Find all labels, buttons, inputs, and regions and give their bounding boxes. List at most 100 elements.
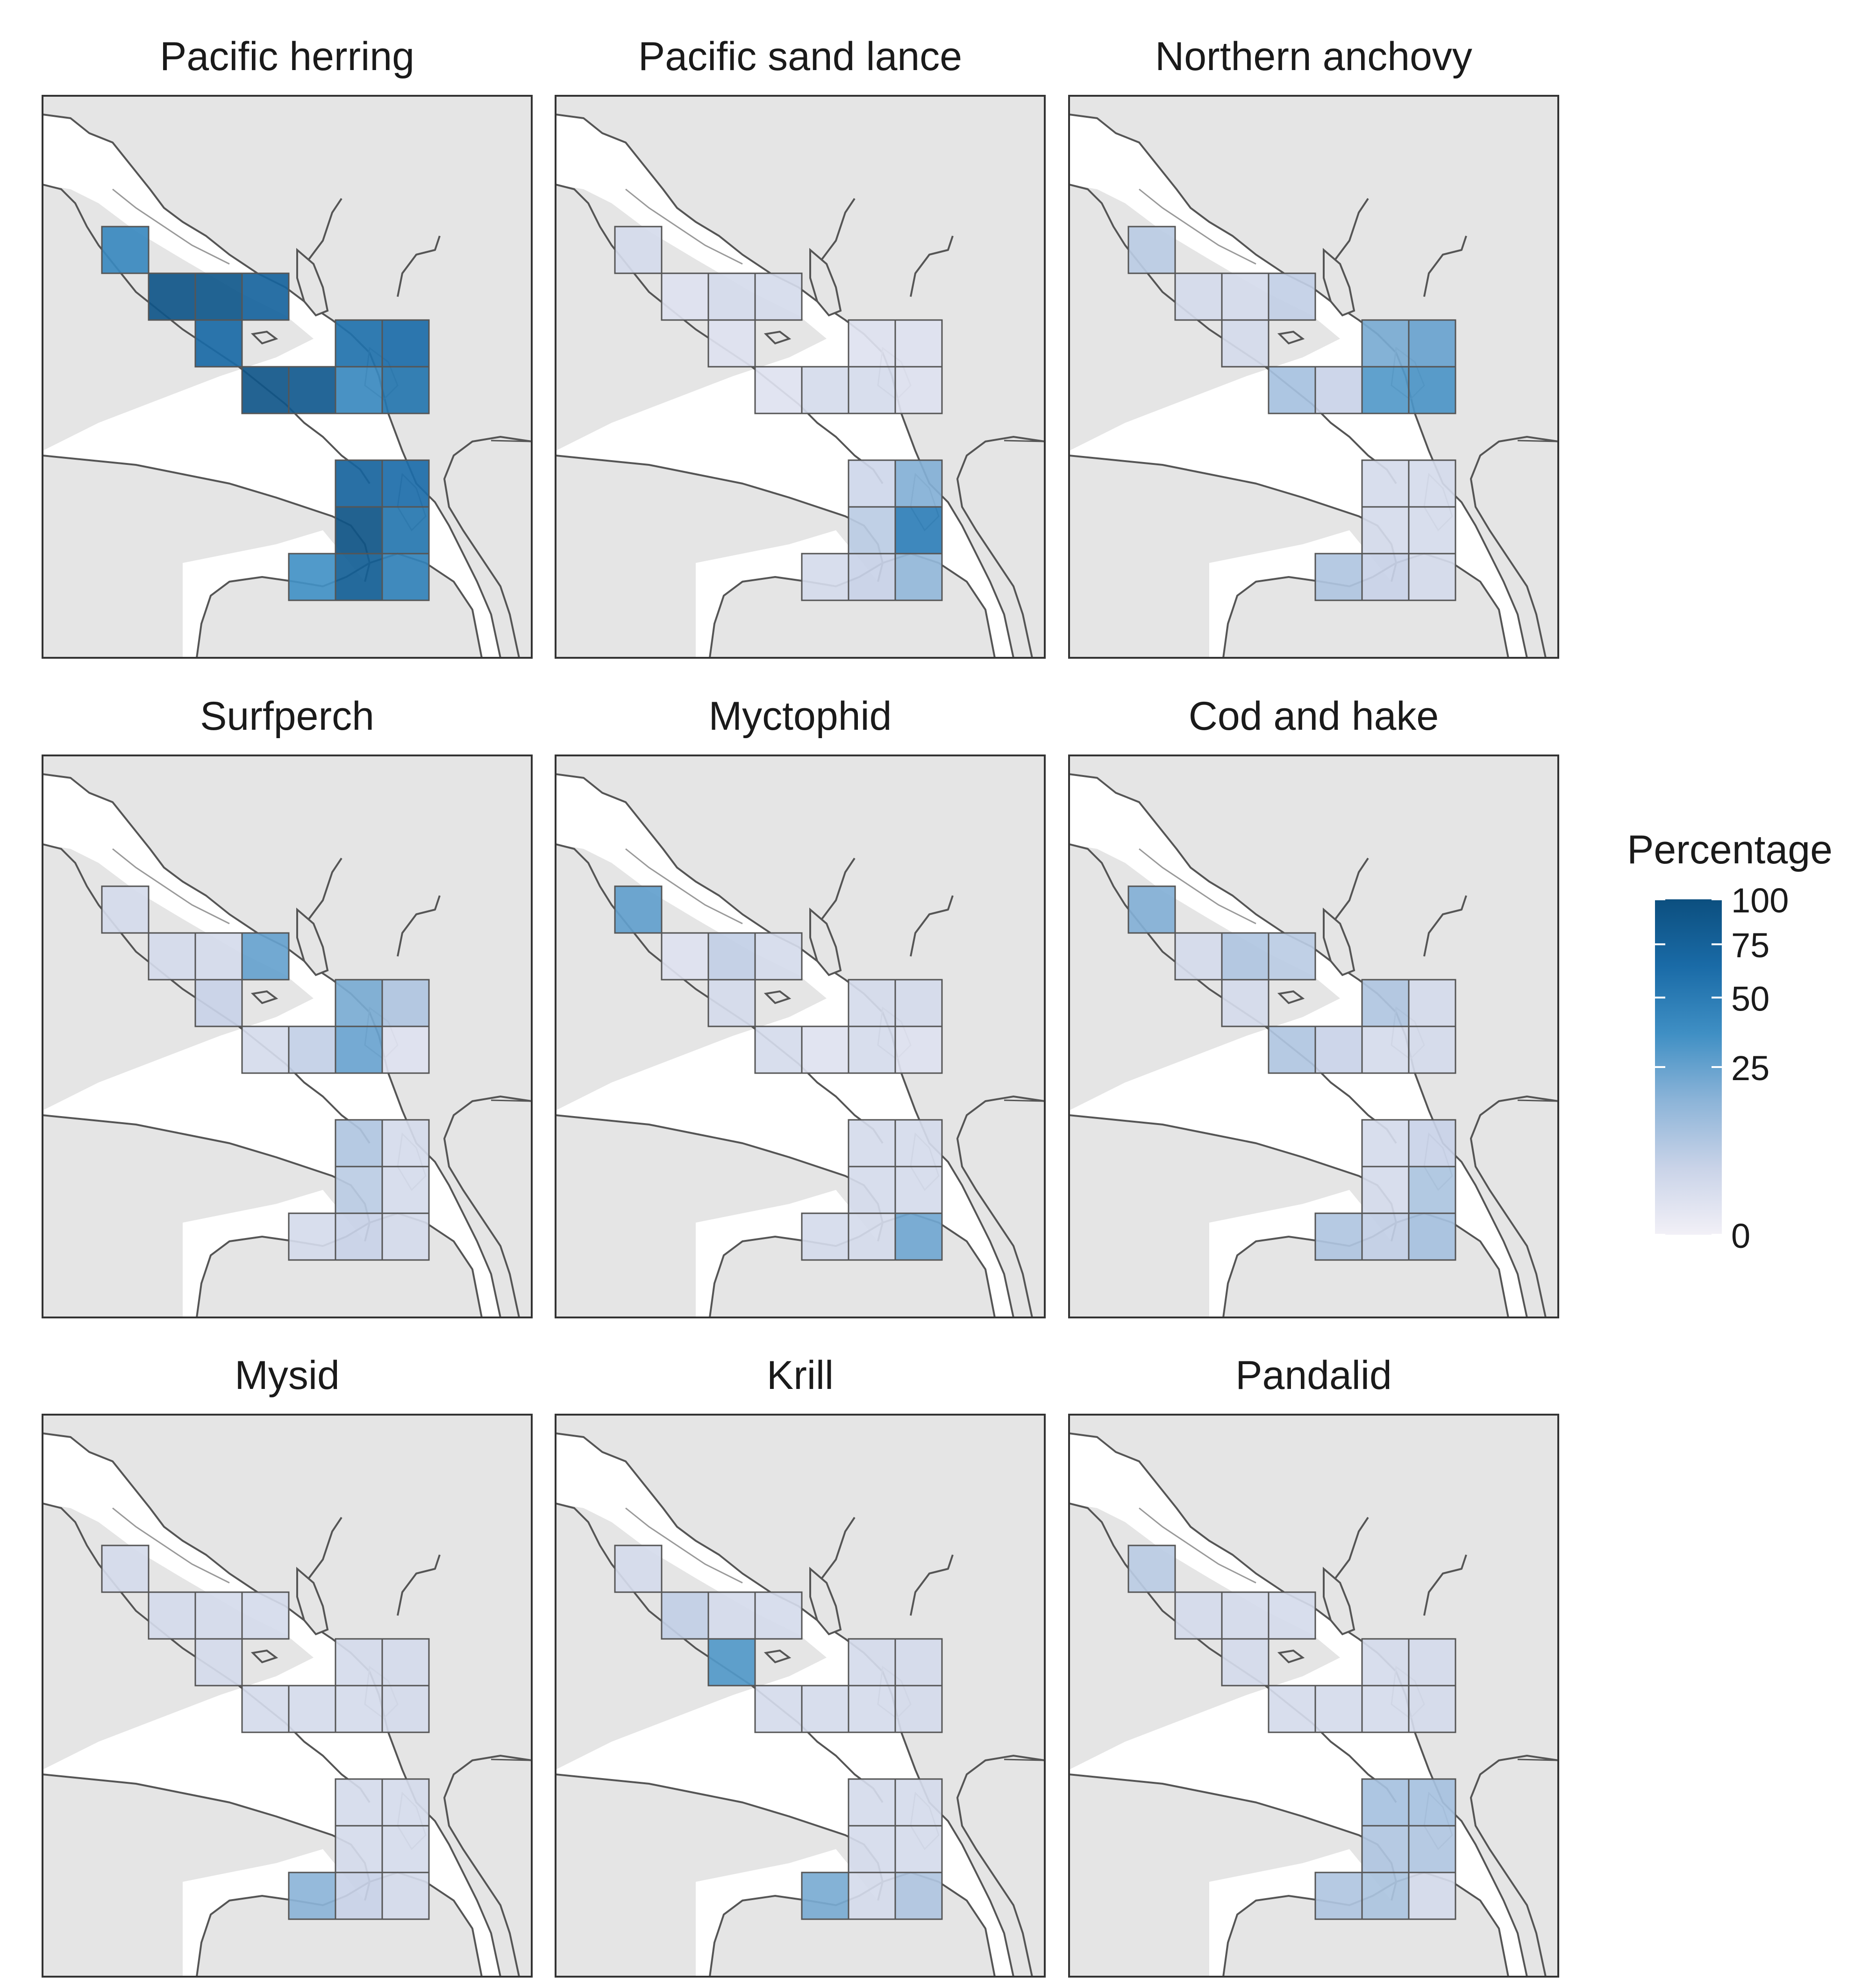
grid-cell bbox=[848, 1872, 896, 1920]
grid-cells bbox=[101, 1545, 430, 1920]
grid-cell bbox=[1408, 553, 1456, 601]
island bbox=[1323, 907, 1355, 976]
grid-cell bbox=[1361, 366, 1410, 414]
bathymetry-contour bbox=[625, 1507, 743, 1584]
coastline bbox=[1423, 895, 1467, 957]
map-area bbox=[556, 755, 1045, 1317]
panel-border bbox=[555, 755, 1046, 1318]
map-area bbox=[1069, 1415, 1558, 1977]
border-line bbox=[1517, 1099, 1558, 1102]
map-panel: Pacific herring bbox=[42, 34, 533, 659]
map-panel: Myctophid bbox=[555, 694, 1046, 1318]
grid-cells bbox=[1127, 885, 1456, 1261]
grid-cell bbox=[1408, 1872, 1456, 1920]
grid-cells bbox=[1127, 226, 1456, 601]
grid-cell bbox=[1361, 1778, 1410, 1827]
grid-cell bbox=[1268, 272, 1316, 321]
grid-cell bbox=[614, 885, 663, 934]
grid-cell bbox=[288, 1025, 336, 1074]
grid-cell bbox=[894, 319, 943, 368]
grid-cell bbox=[1127, 885, 1176, 934]
legend-tick-label: 100 bbox=[1731, 881, 1789, 920]
grid-cell bbox=[335, 1212, 383, 1261]
grid-cell bbox=[1408, 459, 1456, 508]
grid-cell bbox=[1268, 1685, 1316, 1733]
island bbox=[1277, 330, 1305, 345]
map-panel: Surfperch bbox=[42, 694, 533, 1318]
island bbox=[809, 907, 842, 976]
grid-cell bbox=[894, 1825, 943, 1873]
border-line bbox=[1004, 1758, 1045, 1761]
map-area bbox=[43, 755, 532, 1317]
grid-cell bbox=[1221, 272, 1270, 321]
grid-cell bbox=[288, 1872, 336, 1920]
grid-cell bbox=[288, 1212, 336, 1261]
grid-cell bbox=[335, 1638, 383, 1687]
panel-title: Pandalid bbox=[1235, 1353, 1392, 1398]
grid-cell bbox=[381, 1638, 430, 1687]
bathymetry-contour bbox=[1139, 848, 1256, 925]
grid-cell bbox=[1361, 1872, 1410, 1920]
grid-cells bbox=[614, 226, 943, 601]
legend: Percentage 100 75 50 25 0 bbox=[1627, 827, 1833, 1255]
panel-border bbox=[42, 95, 533, 659]
island bbox=[763, 1649, 792, 1664]
grid-cell bbox=[241, 1025, 290, 1074]
panel-border bbox=[42, 755, 533, 1318]
grid-cell bbox=[894, 1638, 943, 1687]
grid-cell bbox=[194, 932, 243, 981]
grid-cell bbox=[1361, 506, 1410, 555]
grid-cell bbox=[381, 1025, 430, 1074]
panel-border bbox=[1068, 755, 1559, 1318]
legend-tick-label: 75 bbox=[1731, 926, 1769, 965]
panel-grid: Pacific herring Pacific sand lance Norther… bbox=[42, 34, 1559, 1978]
grid-cell bbox=[754, 272, 803, 321]
map-panel: Krill bbox=[555, 1353, 1046, 1978]
grid-cell bbox=[894, 459, 943, 508]
grid-cell bbox=[1221, 319, 1270, 368]
coastline bbox=[956, 1755, 1045, 1977]
grid-cell bbox=[335, 1778, 383, 1827]
grid-cell bbox=[707, 272, 756, 321]
map-area bbox=[1069, 96, 1558, 658]
panel-border bbox=[555, 95, 1046, 659]
legend-colorbar bbox=[1655, 899, 1722, 1235]
grid-cell bbox=[1314, 1025, 1363, 1074]
grid-cell bbox=[707, 979, 756, 1027]
grid-cell bbox=[754, 932, 803, 981]
border-line bbox=[491, 1758, 532, 1761]
grid-cell bbox=[148, 272, 196, 321]
grid-cell bbox=[241, 366, 290, 414]
grid-cell bbox=[381, 1825, 430, 1873]
grid-cell bbox=[1408, 1212, 1456, 1261]
border-line bbox=[491, 1099, 532, 1102]
bathymetry-contour bbox=[112, 1507, 230, 1584]
legend-ticks: 100 75 50 25 0 bbox=[1655, 881, 1789, 1255]
grid-cell bbox=[381, 459, 430, 508]
grid-cell bbox=[381, 553, 430, 601]
grid-cell bbox=[335, 459, 383, 508]
grid-cells bbox=[614, 1545, 943, 1920]
grid-cells bbox=[614, 885, 943, 1261]
grid-cell bbox=[241, 1685, 290, 1733]
grid-cell bbox=[194, 272, 243, 321]
grid-cell bbox=[241, 272, 290, 321]
coastline bbox=[910, 895, 954, 957]
grid-cell bbox=[848, 1119, 896, 1167]
grid-cell bbox=[1408, 1166, 1456, 1214]
grid-cell bbox=[1408, 1119, 1456, 1167]
grid-cell bbox=[194, 319, 243, 368]
island bbox=[763, 330, 792, 345]
grid-cell bbox=[1174, 932, 1223, 981]
coastline bbox=[443, 1755, 532, 1977]
grid-cell bbox=[194, 979, 243, 1027]
coastline bbox=[910, 1554, 954, 1616]
coastline bbox=[443, 1096, 532, 1317]
grid-cell bbox=[754, 1685, 803, 1733]
map-area bbox=[43, 96, 532, 658]
grid-cell bbox=[288, 553, 336, 601]
grid-cell bbox=[848, 1778, 896, 1827]
grid-cell bbox=[381, 979, 430, 1027]
panel-title: Cod and hake bbox=[1189, 694, 1439, 739]
grid-cell bbox=[894, 1872, 943, 1920]
